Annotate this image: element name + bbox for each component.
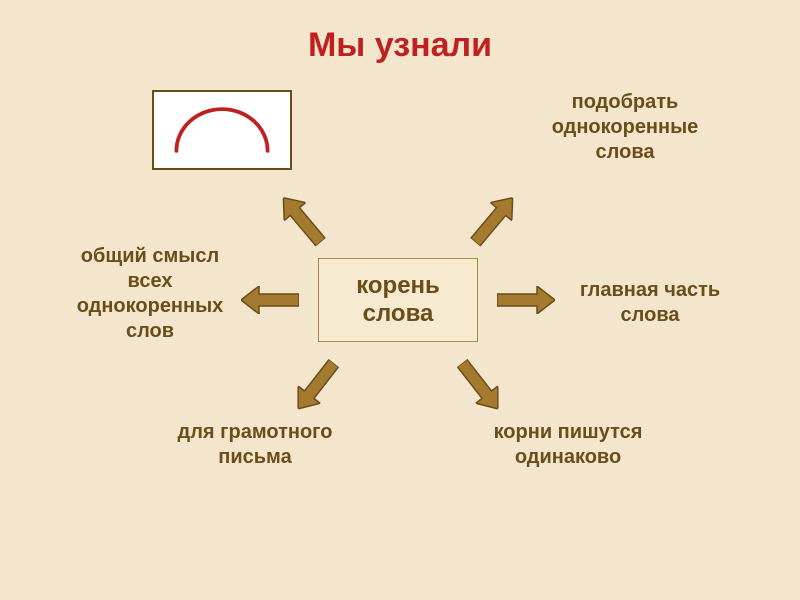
node-bottom-left: для грамотного письма xyxy=(170,420,340,470)
node-label: общий смысл всех однокоренных слов xyxy=(77,245,224,342)
node-left: общий смысл всех однокоренных слов xyxy=(60,244,240,344)
node-bottom-right: корни пишутся одинаково xyxy=(478,420,658,470)
node-right: главная часть слова xyxy=(560,278,740,328)
arc-symbol-box xyxy=(152,90,292,170)
center-node-label: корень слова xyxy=(319,272,477,328)
node-label: подобрать однокоренные слова xyxy=(552,91,699,163)
node-top-right: подобрать однокоренные слова xyxy=(520,90,730,165)
node-label: главная часть слова xyxy=(580,279,720,326)
node-label: корни пишутся одинаково xyxy=(494,421,643,468)
center-node: корень слова xyxy=(318,258,478,342)
page-title: Мы узнали xyxy=(0,26,800,65)
node-label: для грамотного письма xyxy=(178,421,333,468)
root-arc-icon xyxy=(154,92,290,168)
